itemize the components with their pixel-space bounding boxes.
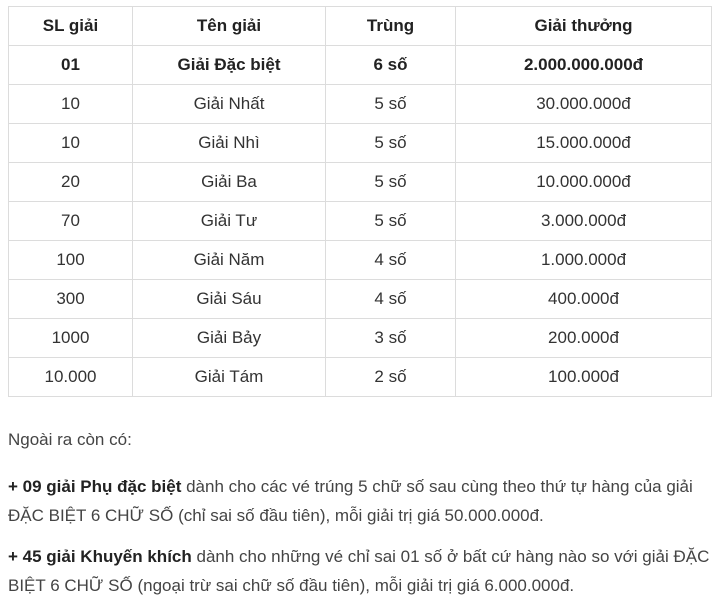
- table-row: 300 Giải Sáu 4 số 400.000đ: [8, 279, 712, 319]
- header-match: Trùng: [325, 6, 456, 46]
- note-text: dành cho các vé trúng 5 chữ số sau cùng …: [8, 477, 693, 525]
- table-row: 1000 Giải Bảy 3 số 200.000đ: [8, 318, 712, 358]
- cell-prize-name: Giải Bảy: [132, 318, 326, 358]
- cell-prize-name: Giải Nhất: [132, 84, 326, 124]
- note-text: dành cho những vé chỉ sai 01 số ở bất cứ…: [8, 547, 710, 595]
- cell-prize-name: Giải Năm: [132, 240, 326, 280]
- cell-prize-value: 15.000.000đ: [455, 123, 712, 163]
- cell-quantity: 01: [8, 45, 133, 85]
- cell-prize-name: Giải Sáu: [132, 279, 326, 319]
- cell-prize-value: 10.000.000đ: [455, 162, 712, 202]
- cell-quantity: 10.000: [8, 357, 133, 397]
- cell-match: 4 số: [325, 240, 456, 280]
- note-encouragement: + 45 giải Khuyến khích dành cho những vé…: [8, 542, 716, 600]
- cell-prize-name: Giải Ba: [132, 162, 326, 202]
- cell-match: 5 số: [325, 201, 456, 241]
- cell-prize-value: 100.000đ: [455, 357, 712, 397]
- cell-match: 5 số: [325, 84, 456, 124]
- cell-match: 6 số: [325, 45, 456, 85]
- cell-match: 5 số: [325, 123, 456, 163]
- cell-quantity: 70: [8, 201, 133, 241]
- prize-table: SL giải Tên giải Trùng Giải thưởng 01 Giả…: [8, 6, 712, 397]
- table-row: 10.000 Giải Tám 2 số 100.000đ: [8, 357, 712, 397]
- note-bold: + 09 giải Phụ đặc biệt: [8, 477, 182, 496]
- table-header: SL giải Tên giải Trùng Giải thưởng: [8, 6, 712, 46]
- cell-match: 4 số: [325, 279, 456, 319]
- cell-prize-value: 200.000đ: [455, 318, 712, 358]
- note-bold: + 45 giải Khuyến khích: [8, 547, 192, 566]
- header-quantity: SL giải: [8, 6, 133, 46]
- cell-quantity: 20: [8, 162, 133, 202]
- cell-prize-value: 400.000đ: [455, 279, 712, 319]
- cell-prize-value: 2.000.000.000đ: [455, 45, 712, 85]
- cell-quantity: 10: [8, 84, 133, 124]
- table-row: 70 Giải Tư 5 số 3.000.000đ: [8, 201, 712, 241]
- cell-prize-name: Giải Tám: [132, 357, 326, 397]
- cell-prize-value: 1.000.000đ: [455, 240, 712, 280]
- cell-match: 5 số: [325, 162, 456, 202]
- table-row: 01 Giải Đặc biệt 6 số 2.000.000.000đ: [8, 45, 712, 85]
- cell-prize-value: 3.000.000đ: [455, 201, 712, 241]
- cell-quantity: 1000: [8, 318, 133, 358]
- table-row: 10 Giải Nhì 5 số 15.000.000đ: [8, 123, 712, 163]
- table-row: 10 Giải Nhất 5 số 30.000.000đ: [8, 84, 712, 124]
- cell-prize-name: Giải Tư: [132, 201, 326, 241]
- intro-text: Ngoài ra còn có:: [8, 430, 132, 449]
- cell-match: 2 số: [325, 357, 456, 397]
- cell-quantity: 100: [8, 240, 133, 280]
- cell-match: 3 số: [325, 318, 456, 358]
- cell-quantity: 300: [8, 279, 133, 319]
- header-prize-value: Giải thưởng: [455, 6, 712, 46]
- cell-prize-name: Giải Đặc biệt: [132, 45, 326, 85]
- cell-quantity: 10: [8, 123, 133, 163]
- header-prize-name: Tên giải: [132, 6, 326, 46]
- cell-prize-value: 30.000.000đ: [455, 84, 712, 124]
- cell-prize-name: Giải Nhì: [132, 123, 326, 163]
- table-row: 100 Giải Năm 4 số 1.000.000đ: [8, 240, 712, 280]
- note-special-consolation: + 09 giải Phụ đặc biệt dành cho các vé t…: [8, 472, 716, 530]
- table-row: 20 Giải Ba 5 số 10.000.000đ: [8, 162, 712, 202]
